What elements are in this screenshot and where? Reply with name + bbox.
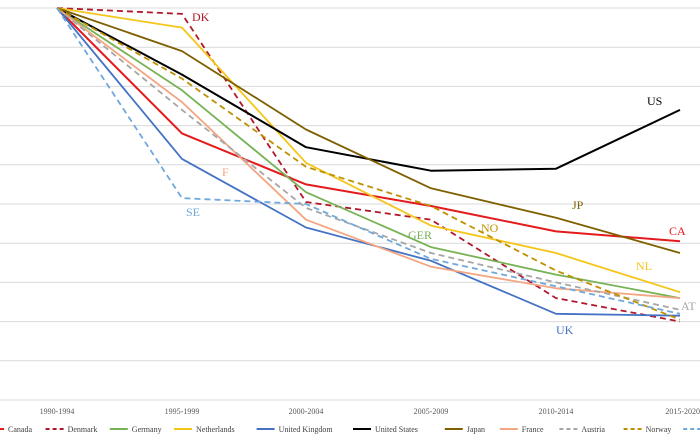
series-line-sweden [56, 7, 681, 315]
x-axis-tick-labels: 1990-1994 1995-1999 2000-2004 2005-2009 2010… [40, 407, 700, 416]
x-tick-label: 1990-1994 [40, 407, 75, 416]
series-line-germany [56, 7, 681, 299]
legend-entry: Norway [646, 425, 672, 434]
series-line-japan [56, 7, 681, 254]
series-annotation-se: SE [186, 205, 200, 219]
legend-entry: Germany [132, 425, 162, 434]
series-line-united-states [56, 7, 681, 172]
legend-entry: Japan [467, 425, 485, 434]
series-annotation-f: F [222, 165, 229, 179]
series-lines [56, 7, 681, 323]
x-tick-label: 2010-2014 [539, 407, 574, 416]
legend-entry: France [522, 425, 544, 434]
series-annotation-ca: CA [669, 224, 686, 238]
x-tick-label: 2000-2004 [289, 407, 324, 416]
series-annotation-ger: GER [408, 228, 432, 242]
x-tick-label: 2005-2009 [414, 407, 449, 416]
legend: Canada Denmark Germany Netherlands United Ki… [0, 425, 700, 434]
series-annotation-jp: JP [572, 198, 584, 212]
x-tick-label: 1995-1999 [165, 407, 200, 416]
series-line-united-kingdom [56, 7, 681, 317]
series-annotation-nl: NL [636, 259, 652, 273]
series-annotations: DK F SE GER NO US JP CA NL AT UK [186, 10, 696, 337]
series-line-norway [56, 7, 681, 321]
series-line-france [56, 7, 681, 299]
legend-entry: United States [375, 425, 418, 434]
series-annotation-at: AT [681, 299, 696, 313]
series-line-canada [56, 7, 681, 243]
legend-entry: Denmark [68, 425, 98, 434]
series-annotation-dk: DK [192, 10, 210, 24]
series-annotation-no: NO [481, 221, 499, 235]
legend-entry: Netherlands [196, 425, 235, 434]
series-line-netherlands [56, 7, 681, 294]
legend-entry: Austria [581, 425, 605, 434]
series-annotation-uk: UK [556, 323, 574, 337]
series-annotation-us: US [647, 94, 662, 108]
series-line-denmark [56, 7, 681, 323]
legend-entry: United Kingdom [279, 425, 334, 434]
x-tick-label: 2015-2020 [665, 407, 700, 416]
legend-entry: Canada [8, 425, 32, 434]
series-line-austria [56, 7, 681, 311]
